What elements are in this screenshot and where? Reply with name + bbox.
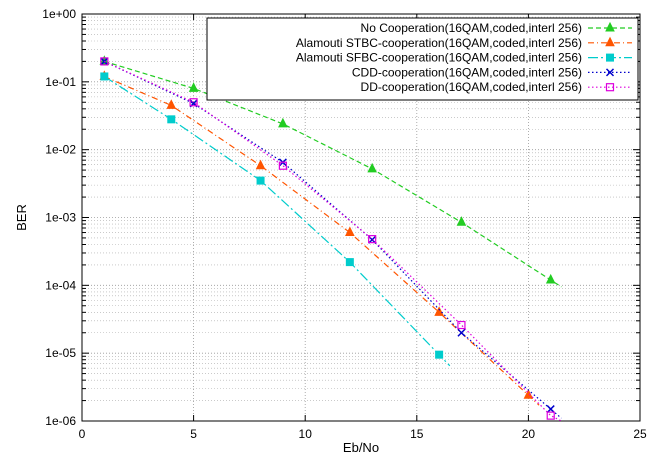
y-axis-label: BER [14,204,29,231]
y-tick-label: 1e-03 [45,211,76,225]
series-line [104,75,540,406]
legend-item: CDD-cooperation(16QAM,coded,interl 256) [352,65,632,79]
series-2 [99,70,540,406]
data-point [345,226,355,237]
y-tick-label: 1e-01 [45,75,76,89]
data-point [523,389,534,399]
x-tick-label: 10 [299,427,313,441]
series-line [104,60,562,419]
x-tick-label: 25 [633,427,647,441]
legend-label: No Cooperation(16QAM,coded,interl 256) [361,21,582,35]
x-tick-label: 0 [79,427,86,441]
data-point [100,57,109,66]
y-tick-label: 1e-02 [45,143,76,157]
data-point [255,159,266,170]
data-point [100,72,109,81]
data-point [457,320,466,330]
series-layer [99,55,562,422]
legend-label: DD-cooperation(16QAM,coded,interl 256) [361,80,582,94]
y-tick-label: 1e-04 [45,278,76,292]
data-point [345,258,354,267]
legend: No Cooperation(16QAM,coded,interl 256)Al… [206,17,639,101]
legend-marker [605,21,615,32]
y-tick-label: 1e+00 [42,7,76,21]
legend-box [206,17,639,101]
legend-item: Alamouti STBC-cooperation(16QAM,coded,in… [296,36,632,50]
y-tick-label: 1e-06 [45,414,76,428]
legend-item: Alamouti SFBC-cooperation(16QAM,coded,in… [296,51,632,65]
x-tick-label: 5 [190,427,197,441]
data-point [188,82,199,92]
legend-marker [605,36,615,47]
legend-marker [605,68,615,77]
legend-label: Alamouti SFBC-cooperation(16QAM,coded,in… [296,51,582,65]
data-point [278,117,288,128]
data-point [545,273,556,284]
data-point [546,405,555,414]
data-point [435,350,444,359]
series-5 [100,57,562,422]
axis-ticks: 0 5 10 15 20 25 1e-06 1e-05 1e-04 1e-03 1e-02 1e-01… [42,7,647,441]
data-point [167,115,176,124]
legend-item: No Cooperation(16QAM,coded,interl 256) [361,21,632,35]
data-point [278,161,287,170]
legend-label: Alamouti STBC-cooperation(16QAM,coded,in… [296,36,582,50]
data-point [546,411,555,420]
data-point [189,98,198,107]
legend-item: DD-cooperation(16QAM,coded,interl 256) [361,80,632,94]
data-point [456,216,467,226]
data-point [457,328,466,337]
data-point [434,306,444,316]
series-line [103,75,451,367]
data-point [367,162,377,173]
legend-marker [606,53,614,62]
x-tick-label: 15 [410,427,424,441]
data-point [256,176,265,185]
data-point [368,235,377,244]
series-3 [100,72,451,367]
x-tick-label: 20 [522,427,536,441]
legend-marker [605,83,615,92]
data-point [166,99,177,109]
legend-label: CDD-cooperation(16QAM,coded,interl 256) [352,65,582,79]
y-tick-label: 1e-05 [45,346,76,360]
x-axis-label: Eb/No [343,440,379,455]
